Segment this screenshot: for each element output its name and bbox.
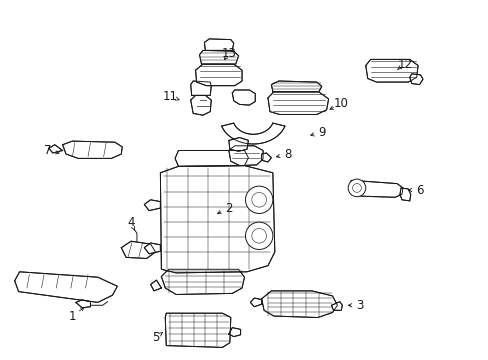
Polygon shape bbox=[190, 81, 211, 95]
Polygon shape bbox=[399, 188, 410, 201]
Polygon shape bbox=[165, 313, 230, 347]
Polygon shape bbox=[228, 138, 248, 151]
Polygon shape bbox=[261, 153, 271, 162]
Polygon shape bbox=[144, 243, 160, 254]
Polygon shape bbox=[261, 291, 337, 318]
Circle shape bbox=[245, 186, 272, 213]
Text: 5: 5 bbox=[151, 331, 159, 344]
Polygon shape bbox=[204, 39, 233, 50]
Text: 1: 1 bbox=[68, 310, 76, 323]
Polygon shape bbox=[350, 181, 402, 197]
Polygon shape bbox=[49, 145, 62, 153]
Polygon shape bbox=[150, 280, 161, 291]
Text: 3: 3 bbox=[355, 299, 363, 312]
Text: 7: 7 bbox=[44, 144, 52, 157]
Polygon shape bbox=[144, 200, 160, 211]
Text: 6: 6 bbox=[415, 184, 423, 197]
Text: 13: 13 bbox=[221, 47, 236, 60]
Polygon shape bbox=[161, 269, 244, 294]
Circle shape bbox=[352, 184, 361, 192]
Polygon shape bbox=[409, 74, 422, 85]
Text: 9: 9 bbox=[317, 126, 325, 139]
Polygon shape bbox=[267, 92, 328, 114]
Polygon shape bbox=[121, 241, 155, 258]
Polygon shape bbox=[199, 50, 238, 64]
Polygon shape bbox=[331, 302, 342, 310]
Polygon shape bbox=[160, 166, 274, 273]
Circle shape bbox=[347, 179, 365, 197]
Text: 12: 12 bbox=[397, 58, 411, 71]
Circle shape bbox=[245, 222, 272, 249]
Polygon shape bbox=[62, 141, 122, 158]
Circle shape bbox=[251, 193, 266, 207]
Polygon shape bbox=[250, 298, 261, 307]
Polygon shape bbox=[271, 81, 321, 92]
Text: 10: 10 bbox=[333, 97, 348, 110]
Text: 2: 2 bbox=[224, 202, 232, 215]
Polygon shape bbox=[15, 272, 117, 302]
Polygon shape bbox=[76, 300, 90, 308]
Polygon shape bbox=[221, 123, 285, 144]
Polygon shape bbox=[228, 146, 263, 166]
Polygon shape bbox=[190, 95, 211, 115]
Polygon shape bbox=[175, 150, 248, 166]
Text: 11: 11 bbox=[163, 90, 177, 103]
Polygon shape bbox=[232, 90, 255, 105]
Polygon shape bbox=[365, 59, 417, 82]
Polygon shape bbox=[195, 64, 242, 86]
Text: 4: 4 bbox=[127, 216, 135, 229]
Polygon shape bbox=[228, 328, 240, 337]
Circle shape bbox=[251, 229, 266, 243]
Text: 8: 8 bbox=[283, 148, 291, 161]
